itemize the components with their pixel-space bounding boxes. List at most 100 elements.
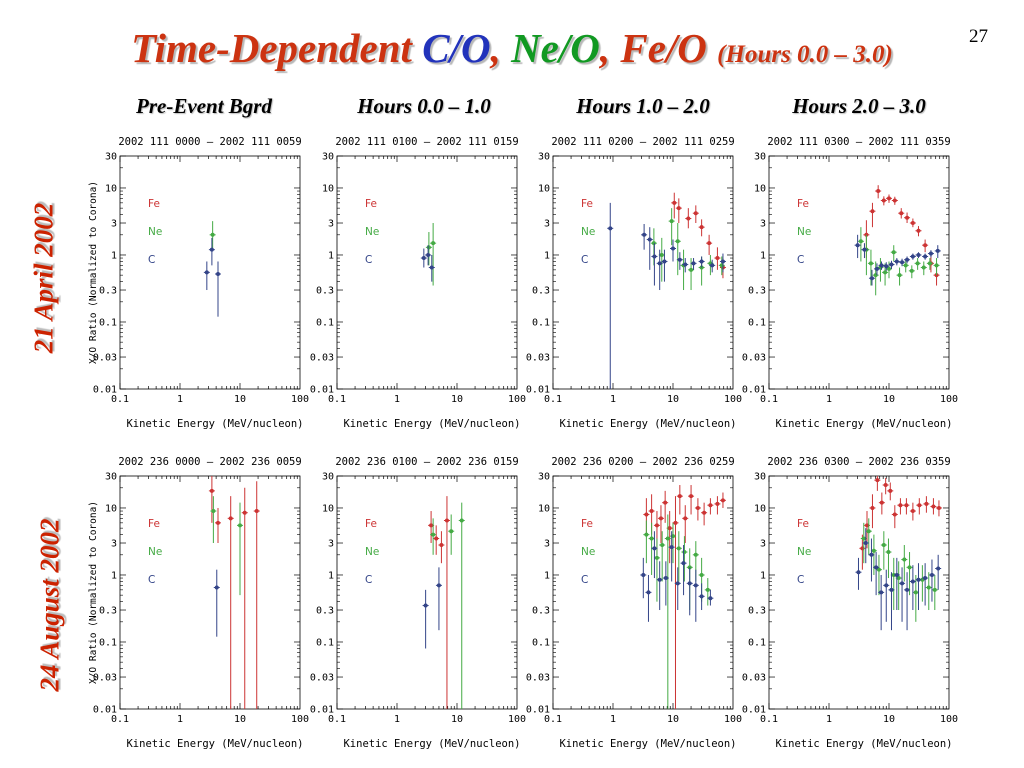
fe-point [910,221,915,226]
legend-ne: Ne [581,226,595,238]
y-tick-label: 1 [760,570,766,581]
fe-point [870,505,875,510]
fe-point [683,516,688,521]
x-tick-label: 100 [724,714,742,725]
y-tick-label: 0.03 [310,353,334,364]
legend-fe: Fe [581,518,593,530]
fe-point [228,516,233,521]
c-point [900,581,905,586]
ne-point [651,241,656,246]
c-point [879,263,884,268]
legend-c: C [581,254,588,266]
fe-point [209,488,214,493]
plot-frame [768,155,950,390]
y-tick-label: 0.1 [532,317,550,328]
y-tick-label: 0.1 [748,317,766,328]
y-tick-label: 0.1 [748,637,766,648]
chart-panel-8: 2002 236 0300 – 2002 236 0359 0.1 1 10 100 0.… [742,456,958,750]
c-point [647,237,652,242]
c-point [657,261,662,266]
y-tick-label: 10 [538,503,550,514]
c-point [900,260,905,265]
y-tick-label: 0.3 [748,606,766,617]
y-tick-label: 3 [544,219,550,230]
legend-fe: Fe [581,198,593,210]
ne-point [907,565,912,570]
fe-point [216,520,221,525]
fe-point [910,509,915,514]
y-tick-label: 0.03 [310,673,334,684]
x-tick-label: 0.1 [111,394,129,405]
plot-frame [552,155,734,390]
c-point [929,572,934,577]
x-axis-label: Kinetic Energy (MeV/nucleon) [775,738,952,750]
fe-point [916,228,921,233]
legend-fe: Fe [148,198,160,210]
x-tick-label: 10 [234,394,246,405]
legend-ne: Ne [365,226,379,238]
x-tick-label: 100 [291,714,309,725]
y-tick-label: 0.03 [93,353,117,364]
c-point [708,596,713,601]
ne-point [883,270,888,275]
fe-point [644,512,649,517]
fe-point [676,206,681,211]
ne-point [699,572,704,577]
fe-point [658,516,663,521]
legend-ne: Ne [581,546,595,558]
ne-point [676,546,681,551]
c-point [910,579,915,584]
c-point [720,259,725,264]
fe-point [708,503,713,508]
x-tick-label: 100 [724,394,742,405]
c-point [862,247,867,252]
fe-point [673,520,678,525]
c-point [681,561,686,566]
plot-frame [336,475,518,710]
x-tick-label: 1 [826,714,832,725]
x-tick-label: 1 [177,394,183,405]
ne-point [644,532,649,537]
fe-point [707,241,712,246]
title-hours: (Hours 0.0 – 3.0) [717,41,893,68]
legend-ne: Ne [797,546,811,558]
ne-point [682,550,687,555]
c-point [687,581,692,586]
fe-point [654,523,659,528]
y-tick-label: 1 [544,250,550,261]
legend-ne: Ne [797,226,811,238]
legend-fe: Fe [365,198,377,210]
ne-point [915,261,920,266]
y-tick-label: 0.01 [310,385,334,396]
title-feo: Fe/O [620,25,707,71]
ne-point [934,263,939,268]
x-axis-label: Kinetic Energy (MeV/nucleon) [775,418,952,430]
legend-ne: Ne [365,546,379,558]
column-header-hours-0-1: Hours 0.0 – 1.0 [357,94,491,118]
c-point [855,243,860,248]
y-tick-label: 1 [544,570,550,581]
y-tick-label: 0.1 [316,317,334,328]
ne-point [669,219,674,224]
title-main: Time-Dependent [131,25,412,71]
chart-panel-6: 2002 236 0100 – 2002 236 0159 0.1 1 10 100 0.… [310,456,526,750]
c-point [423,603,428,608]
c-point [936,566,941,571]
y-axis-label: X/O Ratio (Normalized to Corona) [88,501,99,684]
ne-point [902,557,907,562]
ne-point [459,518,464,523]
c-point [916,252,921,257]
y-tick-label: 0.3 [316,286,334,297]
c-point [646,590,651,595]
c-point [641,572,646,577]
y-tick-label: 0.1 [99,317,117,328]
y-tick-label: 0.01 [93,705,117,716]
legend-fe: Fe [148,518,160,530]
fe-point [898,503,903,508]
x-tick-label: 10 [667,714,679,725]
y-tick-label: 0.1 [316,637,334,648]
x-tick-label: 1 [177,714,183,725]
x-tick-label: 100 [508,394,526,405]
fe-point [876,189,881,194]
y-tick-label: 10 [754,503,766,514]
